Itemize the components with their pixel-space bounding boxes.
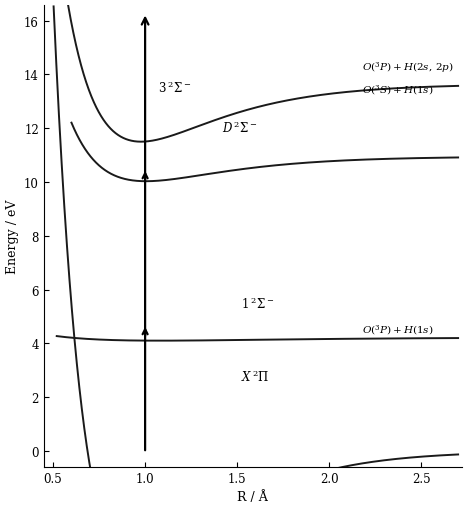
Y-axis label: Energy / eV: Energy / eV xyxy=(6,199,18,273)
Text: $O(^3P)+H(2s,\,2p)$: $O(^3P)+H(2s,\,2p)$ xyxy=(362,60,454,74)
Text: $O(^3S)+H(1s)$: $O(^3S)+H(1s)$ xyxy=(362,83,434,97)
Text: $3\,^2\Sigma^-$: $3\,^2\Sigma^-$ xyxy=(158,80,191,96)
Text: $1\,^2\Sigma^-$: $1\,^2\Sigma^-$ xyxy=(241,296,274,312)
Text: $X\,^2\Pi$: $X\,^2\Pi$ xyxy=(241,369,269,384)
X-axis label: R / Å: R / Å xyxy=(237,491,268,503)
Text: $D\,^2\Sigma^-$: $D\,^2\Sigma^-$ xyxy=(222,120,258,136)
Text: $O(^3P)+H(1s)$: $O(^3P)+H(1s)$ xyxy=(362,323,434,336)
